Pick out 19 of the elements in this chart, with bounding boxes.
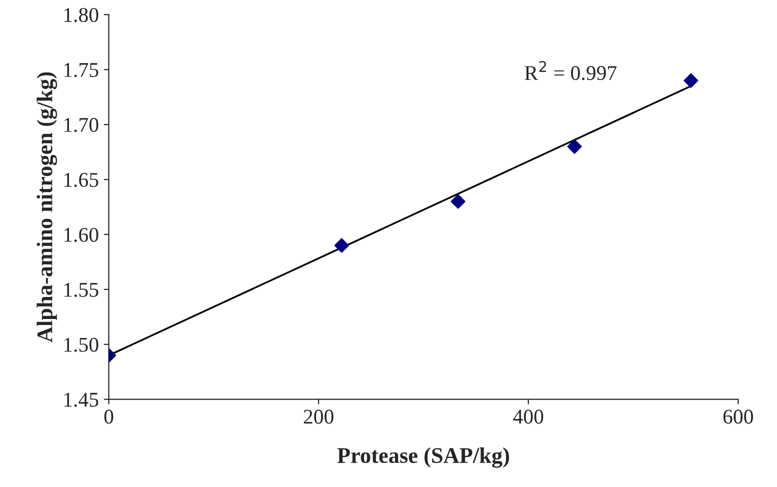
y-tick-label: 1.80 bbox=[64, 8, 98, 22]
x-tick-label: 200 bbox=[304, 410, 334, 424]
y-tick-label: 1.60 bbox=[64, 228, 98, 242]
point bbox=[567, 139, 582, 154]
x-tick-label: 600 bbox=[723, 410, 753, 424]
x-tick-label: 400 bbox=[513, 410, 544, 424]
point bbox=[450, 194, 466, 209]
y-tick-label: 1.55 bbox=[64, 282, 98, 297]
x-axis-title: Protease (SAP/kg) bbox=[337, 447, 510, 468]
y-tick-label: 1.45 bbox=[64, 392, 98, 407]
y-tick-label: 1.65 bbox=[64, 172, 98, 188]
y-tick-label: 1.70 bbox=[64, 118, 98, 132]
y-tick-label: 1.50 bbox=[64, 338, 98, 352]
point bbox=[334, 238, 349, 253]
x-tick-label: 0 bbox=[104, 410, 114, 424]
annotation: R$^{2}$ = 0.997 bbox=[524, 61, 617, 80]
y-tick-label: 1.75 bbox=[64, 63, 98, 78]
point bbox=[684, 73, 698, 88]
y-axis-title: Alpha-amino nitrogen (g/kg) bbox=[36, 72, 58, 342]
